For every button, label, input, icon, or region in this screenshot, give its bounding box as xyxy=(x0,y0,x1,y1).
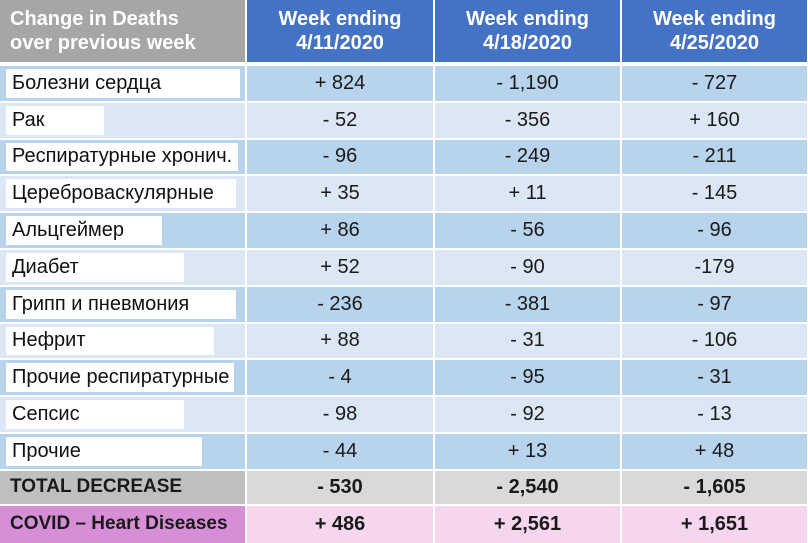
value-cell: - 95 xyxy=(435,360,620,396)
row-label: Рак xyxy=(6,105,104,135)
value-cell: + 160 xyxy=(622,102,807,138)
summary-value-cell: - 530 xyxy=(247,470,433,504)
row-label: Болезни сердца xyxy=(6,69,240,98)
row-label-cell: Прочие респиратурные xyxy=(0,360,245,396)
row-label-cell: Цереброваскулярные xyxy=(0,176,245,212)
column-header-date: 4/11/2020 xyxy=(296,32,384,54)
row-label: Альцгеймер xyxy=(6,216,162,245)
value-cell: - 236 xyxy=(247,286,433,322)
value-cell: - 96 xyxy=(247,139,433,175)
header-label-line1: Change in Deaths xyxy=(10,8,179,30)
column-header: Week ending 4/11/2020 xyxy=(247,0,433,62)
header-label-line2: over previous week xyxy=(10,32,196,54)
total-decrease-label: TOTAL DECREASE xyxy=(0,470,245,504)
row-label-cell: Альцгеймер xyxy=(0,213,245,248)
value-cell: - 211 xyxy=(622,139,807,175)
column-header-date: 4/18/2020 xyxy=(483,32,572,54)
value-cell: + 824 xyxy=(247,66,433,101)
value-cell: - 90 xyxy=(435,250,620,285)
column-header-date: 4/25/2020 xyxy=(670,32,759,54)
row-label-cell: Диабет xyxy=(0,250,245,285)
row-label-cell: Рак xyxy=(0,102,245,138)
row-label-cell: Нефрит xyxy=(0,323,245,359)
column-header-prefix: Week ending xyxy=(466,8,589,30)
value-cell: - 381 xyxy=(435,286,620,322)
summary-value-cell: - 2,540 xyxy=(435,470,620,504)
row-label: Прочие респиратурные xyxy=(6,363,234,393)
summary-value-cell: + 1,651 xyxy=(622,505,807,543)
value-cell: - 1,190 xyxy=(435,66,620,101)
row-label: Цереброваскулярные xyxy=(6,179,236,209)
value-cell: - 92 xyxy=(435,397,620,432)
row-label: Нефрит xyxy=(6,326,214,356)
column-header-prefix: Week ending xyxy=(653,8,776,30)
value-cell: - 145 xyxy=(622,176,807,212)
column-header-prefix: Week ending xyxy=(278,8,402,30)
value-cell: - 96 xyxy=(622,213,807,248)
value-cell: - 31 xyxy=(622,360,807,396)
column-header: Week ending 4/18/2020 xyxy=(435,0,620,62)
row-label: Респиратурные хронич. xyxy=(6,142,238,172)
value-cell: - 13 xyxy=(622,397,807,432)
row-label-cell: Грипп и пневмония xyxy=(0,286,245,322)
value-cell: + 11 xyxy=(435,176,620,212)
value-cell: - 249 xyxy=(435,139,620,175)
value-cell: + 88 xyxy=(247,323,433,359)
row-label: Прочие xyxy=(6,437,202,466)
value-cell: -179 xyxy=(622,250,807,285)
value-cell: - 106 xyxy=(622,323,807,359)
value-cell: + 13 xyxy=(435,434,620,469)
value-cell: - 44 xyxy=(247,434,433,469)
value-cell: - 52 xyxy=(247,102,433,138)
covid-heart-label: COVID – Heart Diseases xyxy=(0,505,245,543)
value-cell: + 35 xyxy=(247,176,433,212)
summary-value-cell: + 2,561 xyxy=(435,505,620,543)
column-header: Week ending 4/25/2020 xyxy=(622,0,807,62)
row-label-cell: Сепсис xyxy=(0,397,245,432)
value-cell: + 48 xyxy=(622,434,807,469)
value-cell: - 98 xyxy=(247,397,433,432)
value-cell: + 52 xyxy=(247,250,433,285)
summary-value-cell: - 1,605 xyxy=(622,470,807,504)
row-label-cell: Болезни сердца xyxy=(0,66,245,101)
value-cell: - 97 xyxy=(622,286,807,322)
row-label-cell: Прочие xyxy=(0,434,245,469)
value-cell: - 4 xyxy=(247,360,433,396)
row-label: Сепсис xyxy=(6,400,184,429)
summary-value-cell: + 486 xyxy=(247,505,433,543)
value-cell: - 56 xyxy=(435,213,620,248)
row-label-cell: Респиратурные хронич. xyxy=(0,139,245,175)
value-cell: - 31 xyxy=(435,323,620,359)
value-cell: + 86 xyxy=(247,213,433,248)
row-label: Диабет xyxy=(6,253,184,282)
header-label-cell: Change in Deaths over previous week xyxy=(0,0,245,62)
value-cell: - 356 xyxy=(435,102,620,138)
row-label: Грипп и пневмония xyxy=(6,289,236,319)
value-cell: - 727 xyxy=(622,66,807,101)
